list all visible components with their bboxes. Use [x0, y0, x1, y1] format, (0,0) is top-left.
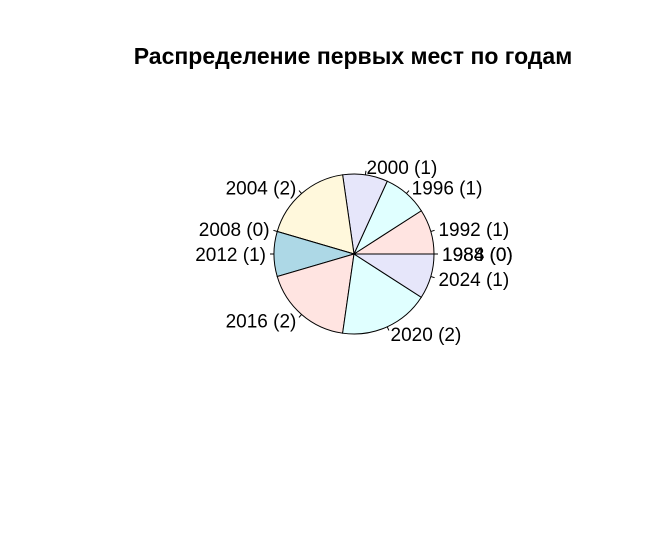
- slice-label-2000: 2000 (1): [367, 158, 438, 179]
- slice-label-2024: 2024 (1): [438, 270, 509, 291]
- pie-slice-2004: [276, 174, 355, 255]
- slice-label-1984: 1984 (0): [442, 245, 513, 266]
- pie-slice-2016: [276, 253, 355, 334]
- leader-line-2008: [273, 229, 278, 232]
- leader-line-1996: [406, 190, 410, 194]
- leader-line-2004: [298, 190, 302, 194]
- pie-labels: 1988 (0) 1992 (1) 1996 (1)2000 (1) 2004 (2)…: [195, 158, 513, 346]
- pie-slices: [273, 173, 435, 335]
- leader-line-1992: [430, 229, 435, 232]
- slice-label-2008: 2008 (0): [199, 220, 270, 241]
- slice-label-2012: 2012 (1): [195, 245, 266, 266]
- slice-label-2020: 2020 (2): [391, 325, 462, 346]
- slice-label-1992: 1992 (1): [438, 220, 509, 241]
- pie-slice-2020: [342, 253, 422, 335]
- pie-leader-lines: [270, 170, 438, 331]
- leader-line-2020: [386, 326, 390, 331]
- slice-label-1988: 1988 (0): [442, 245, 513, 266]
- slice-label-2016: 2016 (2): [226, 312, 297, 333]
- leader-line-2000: [364, 170, 367, 175]
- chart-title: Распределение первых мест по годам: [134, 43, 572, 69]
- slice-label-2004: 2004 (2): [226, 178, 297, 199]
- slice-label-1996: 1996 (1): [412, 178, 483, 199]
- leader-line-2024: [430, 276, 435, 279]
- leader-line-2016: [298, 314, 302, 318]
